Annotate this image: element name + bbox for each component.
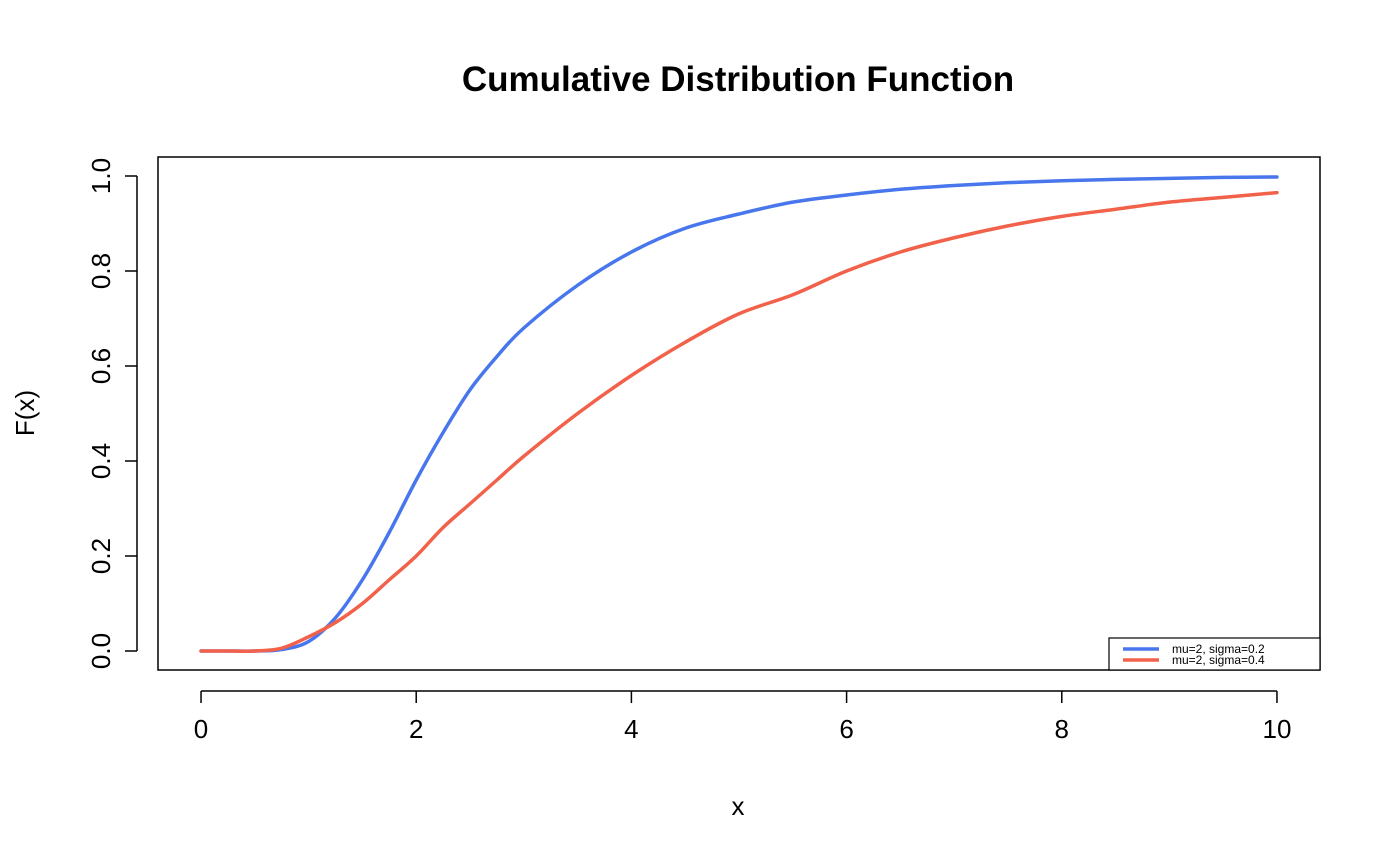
x-tick-label: 10 xyxy=(1263,714,1292,744)
series-line-1 xyxy=(199,175,1279,653)
legend-label-2: mu=2, sigma=0.4 xyxy=(1172,653,1265,667)
series-line-2 xyxy=(199,190,1279,653)
y-tick-label: 0.6 xyxy=(86,348,116,384)
x-axis: 0 2 4 6 8 10 xyxy=(194,690,1292,744)
y-tick-label: 0.8 xyxy=(86,253,116,289)
x-tick-label: 6 xyxy=(839,714,853,744)
y-tick-label: 0.0 xyxy=(86,633,116,669)
legend-label-1: mu=2, sigma=0.2 xyxy=(1172,642,1265,656)
x-tick-label: 4 xyxy=(624,714,638,744)
series-layer xyxy=(199,175,1279,653)
y-axis: 0.0 0.2 0.4 0.6 0.8 1.0 xyxy=(86,158,138,669)
y-axis-label: F(x) xyxy=(10,390,40,436)
x-axis-label: x xyxy=(732,791,745,821)
y-tick-label: 0.2 xyxy=(86,538,116,574)
legend: mu=2, sigma=0.2mu=2, sigma=0.4 xyxy=(1108,637,1321,671)
y-tick-label: 0.4 xyxy=(86,443,116,479)
chart-title: Cumulative Distribution Function xyxy=(462,60,1014,99)
y-tick-label: 1.0 xyxy=(86,158,116,194)
x-tick-label: 0 xyxy=(194,714,208,744)
x-tick-label: 2 xyxy=(409,714,423,744)
x-tick-label: 8 xyxy=(1055,714,1069,744)
plot-frame xyxy=(157,156,1321,671)
legend-box xyxy=(1108,637,1321,671)
